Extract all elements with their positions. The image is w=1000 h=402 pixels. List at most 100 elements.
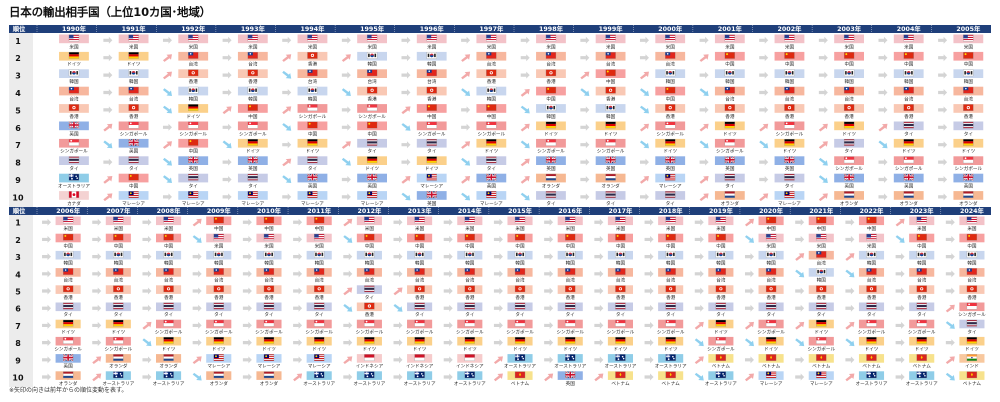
flag-part xyxy=(724,52,735,59)
flag-border xyxy=(188,34,199,42)
flag-border xyxy=(68,34,80,42)
flag-part xyxy=(132,106,135,109)
country-label: 韓国 xyxy=(214,260,224,267)
country-label: 中国 xyxy=(606,78,616,85)
taiwan-flag-icon xyxy=(366,69,378,77)
flag-part xyxy=(615,216,620,221)
flag-part xyxy=(416,269,418,271)
us-flag-icon xyxy=(605,34,616,42)
flag-border xyxy=(188,121,199,129)
uk-flag-icon xyxy=(247,155,259,164)
korea-flag-icon xyxy=(724,69,735,77)
flag-part xyxy=(128,195,139,197)
flag-part xyxy=(188,40,199,42)
singapore-flag-icon xyxy=(724,139,735,146)
flag-part xyxy=(263,236,274,238)
flag-part xyxy=(72,72,76,75)
flag-part xyxy=(464,354,475,358)
arrow-same-icon xyxy=(103,158,113,166)
flag-part xyxy=(916,222,927,224)
flag-border xyxy=(188,69,199,77)
arrow-up-icon xyxy=(461,176,471,184)
flag-part xyxy=(314,373,319,374)
flag-part xyxy=(251,90,255,92)
flag-part xyxy=(668,254,673,257)
flag-part xyxy=(724,139,735,143)
flag-part xyxy=(970,372,973,377)
flag-part xyxy=(318,288,320,290)
flag-border xyxy=(188,191,199,198)
arrow-up-icon xyxy=(192,218,202,227)
country-label: タイ xyxy=(248,183,257,190)
flag-border xyxy=(68,69,80,77)
flag-border xyxy=(866,337,877,344)
country-label: 米国 xyxy=(189,43,199,50)
flag-part xyxy=(68,54,79,57)
flag-part xyxy=(818,252,820,254)
flag-part xyxy=(903,139,914,142)
flag-part xyxy=(163,222,174,224)
flag-part xyxy=(903,193,914,196)
flag-part xyxy=(247,38,258,40)
country-label: タイ xyxy=(666,200,675,207)
flag-border xyxy=(414,268,425,275)
flag-border xyxy=(784,191,795,198)
country-label: 香港 xyxy=(315,294,325,301)
flag-border xyxy=(843,34,855,42)
flag-part xyxy=(268,288,270,290)
arrow-same-icon xyxy=(795,287,805,295)
flag-part xyxy=(844,141,855,144)
arrow-up-icon xyxy=(393,287,403,296)
hongkong-flag-icon xyxy=(565,285,576,293)
flag-border xyxy=(128,121,139,129)
flag-border xyxy=(188,86,199,94)
netherlands-flag-icon xyxy=(843,191,855,198)
flag-part xyxy=(963,123,974,127)
flag-part xyxy=(427,105,430,108)
country-label: 韓国 xyxy=(546,113,556,120)
country-label: 米国 xyxy=(785,43,795,50)
flag-part xyxy=(368,105,371,107)
flag-part xyxy=(365,234,368,237)
hongkong-flag-icon xyxy=(414,285,425,293)
flag-part xyxy=(76,71,78,75)
flag-part xyxy=(426,36,437,38)
flag-part xyxy=(726,139,728,142)
flag-part xyxy=(816,376,827,378)
arrow-same-icon xyxy=(580,123,590,131)
flag-border xyxy=(765,371,777,379)
flag-border xyxy=(414,302,425,310)
flag-part xyxy=(128,40,139,42)
flag-part xyxy=(464,216,470,221)
flag-part xyxy=(314,341,325,344)
country-label: 韓国 xyxy=(725,78,735,85)
flag-part xyxy=(515,339,526,342)
flag-part xyxy=(963,159,974,163)
arrow-up-icon xyxy=(818,123,828,132)
flag-border xyxy=(665,156,676,164)
country-label: マレーシア xyxy=(301,201,324,207)
flag-part xyxy=(963,40,974,42)
flag-border xyxy=(307,104,318,111)
netherlands-flag-icon xyxy=(113,354,124,361)
flag-part xyxy=(63,220,74,222)
flag-part xyxy=(766,323,777,327)
korea-flag-icon xyxy=(784,69,795,77)
flag-part xyxy=(464,339,475,342)
flag-border xyxy=(213,251,224,258)
china-flag-icon xyxy=(816,216,827,224)
flag-part xyxy=(669,372,672,377)
flag-border xyxy=(715,371,727,379)
flag-border xyxy=(605,156,616,164)
arrow-same-icon xyxy=(945,287,955,295)
flag-part xyxy=(848,106,850,109)
singapore-flag-icon xyxy=(426,121,437,129)
arrow-up-icon xyxy=(103,193,113,202)
flag-part xyxy=(128,54,139,57)
germany-flag-icon xyxy=(426,156,437,164)
flag-border xyxy=(966,302,978,310)
uk-flag-icon xyxy=(68,121,80,129)
flag-part xyxy=(724,121,735,124)
flag-part xyxy=(916,304,927,308)
korea-flag-icon xyxy=(765,251,777,258)
